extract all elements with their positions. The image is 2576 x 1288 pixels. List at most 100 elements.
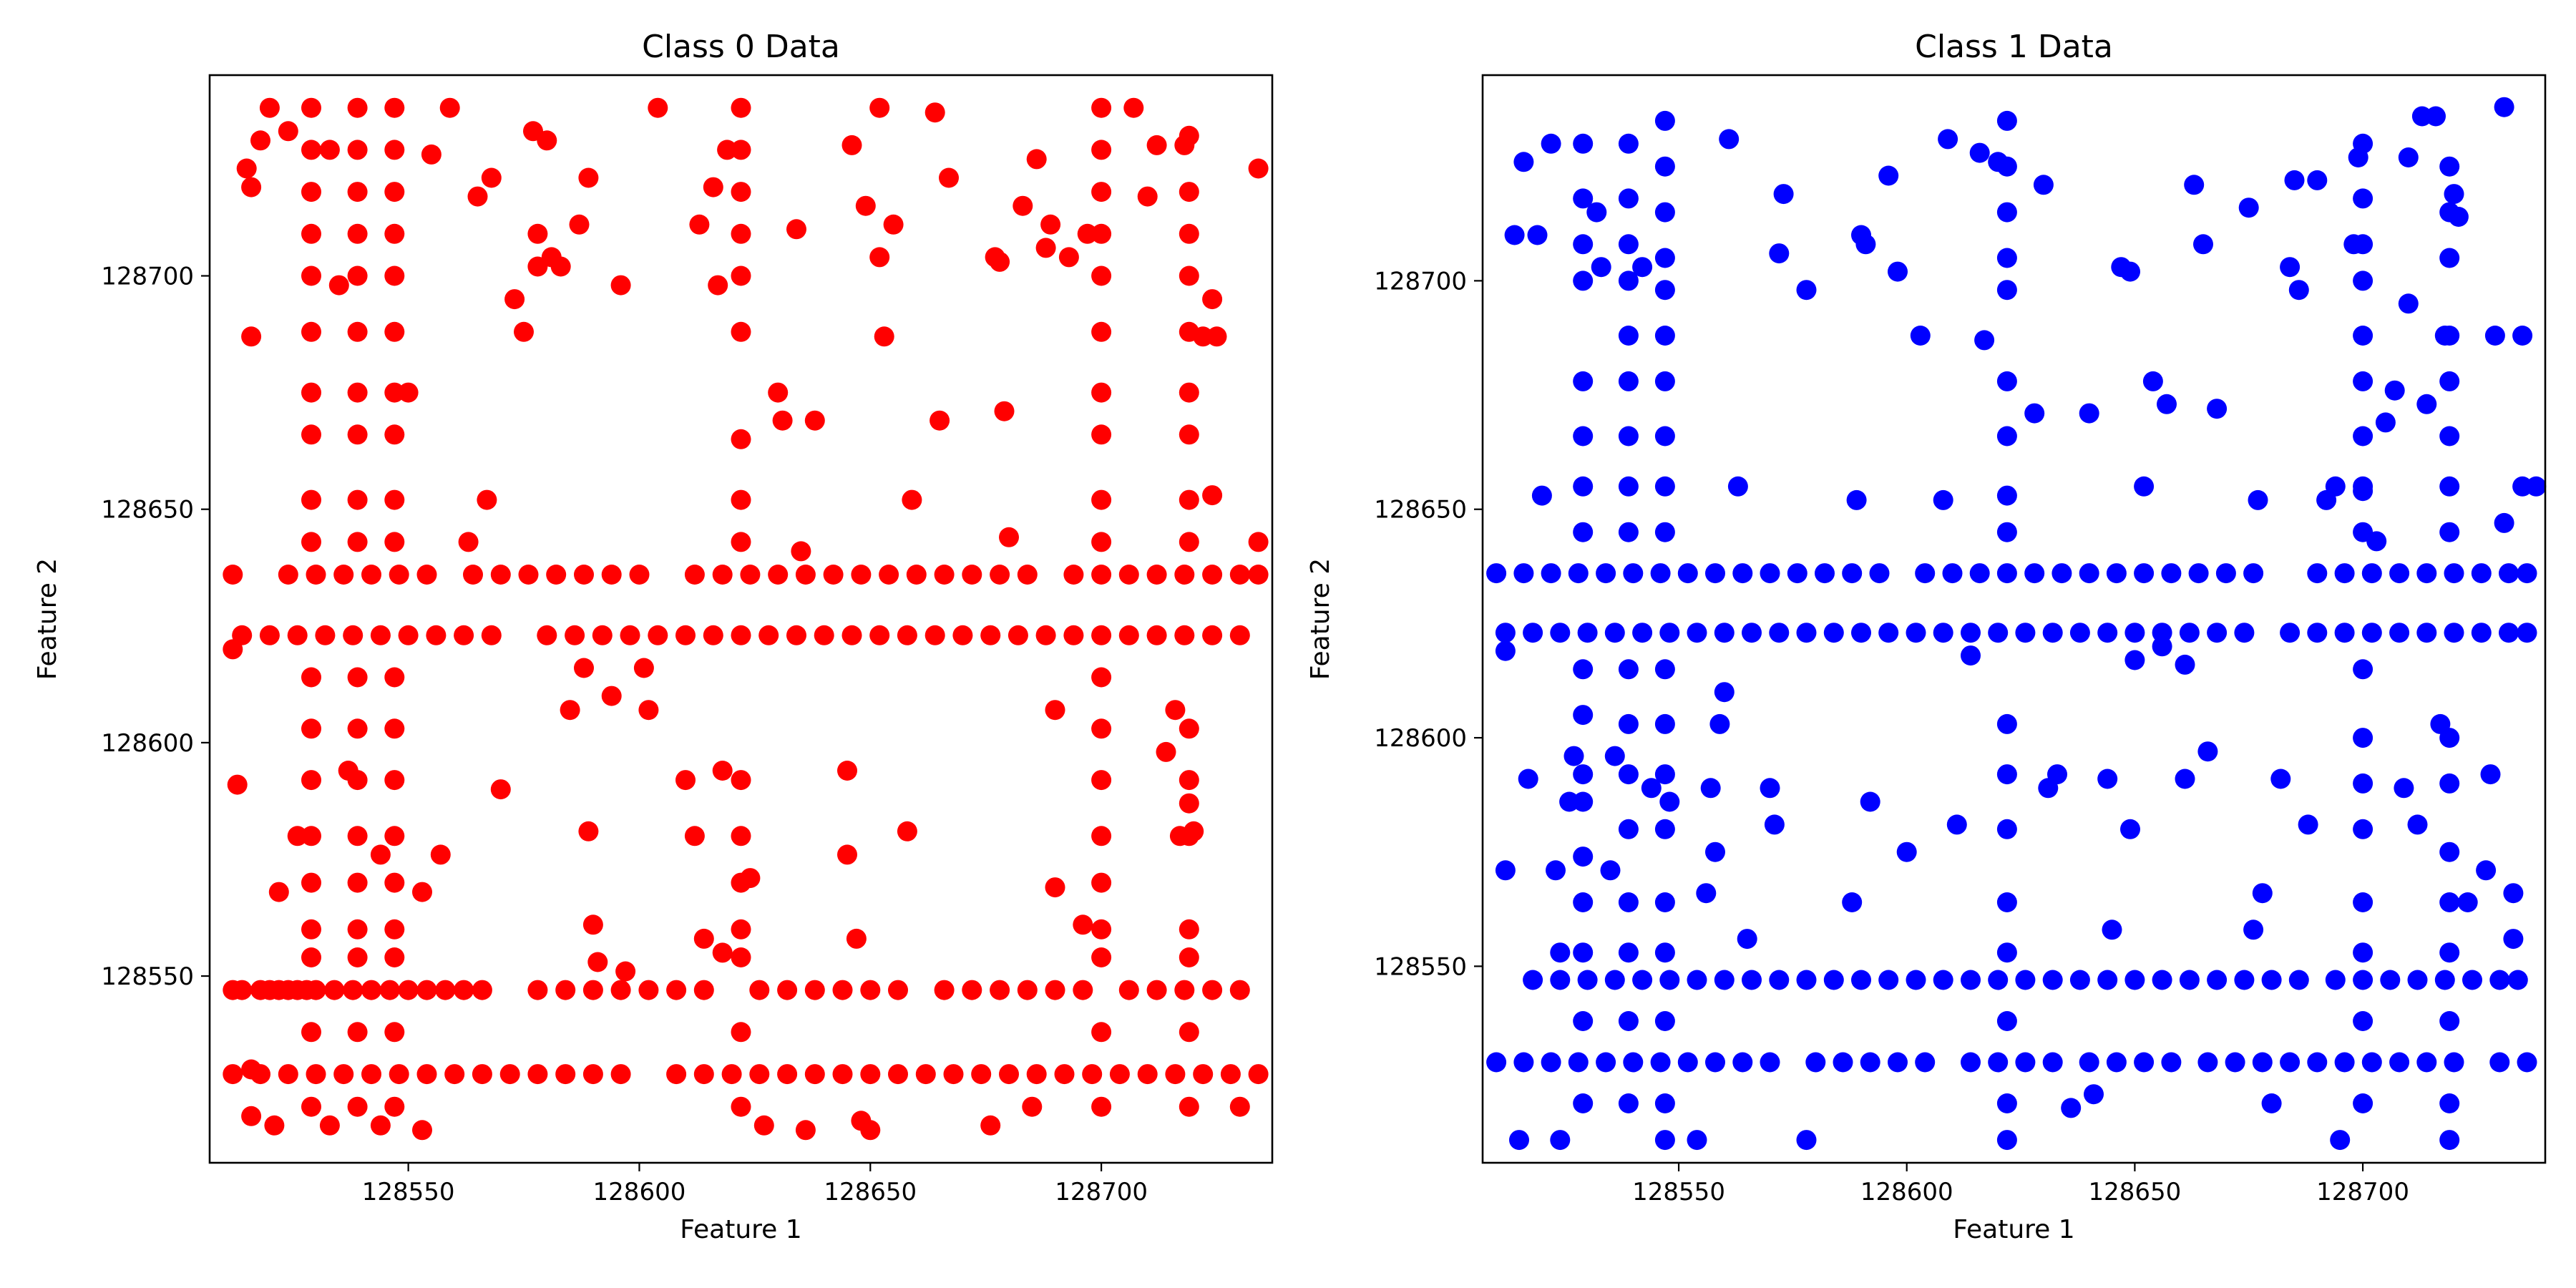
data-point: [416, 980, 437, 1000]
data-point: [1091, 718, 1112, 739]
data-point: [758, 625, 779, 645]
data-point: [2307, 1052, 2328, 1073]
data-point: [1486, 1052, 1507, 1073]
data-point: [1573, 371, 1594, 391]
data-point: [2334, 563, 2355, 584]
data-point: [1146, 625, 1167, 645]
data-point: [1179, 718, 1199, 739]
data-point: [2243, 919, 2264, 940]
data-point: [1714, 682, 1735, 703]
data-point: [1118, 625, 1139, 645]
data-point: [2353, 1093, 2373, 1113]
data-point: [2142, 371, 2163, 391]
data-point: [717, 140, 738, 160]
data-point: [477, 489, 497, 510]
data-point: [2499, 623, 2519, 643]
data-point: [860, 980, 881, 1000]
data-point: [2439, 156, 2460, 177]
data-point: [1742, 970, 1762, 990]
data-point: [2124, 970, 2145, 990]
data-point: [1742, 623, 1762, 643]
data-point: [1654, 892, 1675, 912]
data-point: [2353, 1011, 2373, 1031]
data-point: [1878, 623, 1899, 643]
data-point: [1860, 791, 1880, 812]
data-point: [1654, 156, 1675, 177]
data-point: [860, 1064, 881, 1085]
data-point: [712, 761, 733, 781]
data-point: [1654, 713, 1675, 734]
data-point: [1077, 223, 1098, 244]
data-point: [684, 826, 705, 847]
data-point: [1109, 1064, 1130, 1085]
data-point: [2061, 1098, 2082, 1118]
data-point: [384, 265, 405, 286]
data-point: [250, 1064, 270, 1085]
data-point: [384, 826, 405, 847]
data-point: [1618, 371, 1639, 391]
data-point: [301, 182, 321, 203]
data-point: [846, 928, 867, 949]
data-point: [343, 625, 364, 645]
data-point: [301, 872, 321, 893]
data-point: [924, 102, 945, 123]
data-point: [1659, 970, 1680, 990]
data-point: [490, 565, 511, 585]
data-point: [301, 424, 321, 445]
data-point: [1618, 476, 1639, 497]
data-point: [504, 289, 525, 310]
data-point: [426, 625, 447, 645]
data-point: [1654, 202, 1675, 223]
data-point: [795, 565, 816, 585]
data-point: [1091, 770, 1112, 791]
data-point: [1573, 426, 1594, 447]
data-point: [2380, 970, 2401, 990]
data-point: [582, 914, 603, 935]
data-point: [2480, 764, 2501, 785]
data-point: [1513, 1052, 1534, 1073]
data-point: [2252, 1052, 2273, 1073]
data-point: [2512, 476, 2533, 497]
data-point: [1550, 942, 1571, 963]
data-point: [582, 980, 603, 1000]
data-point: [1796, 623, 1817, 643]
data-point: [2353, 270, 2373, 291]
data-point: [2353, 942, 2373, 963]
data-point: [1855, 234, 1876, 255]
data-point: [1146, 565, 1167, 585]
data-point: [2261, 1093, 2282, 1113]
data-point: [2298, 814, 2318, 835]
data-point: [1632, 970, 1653, 990]
data-point: [601, 565, 622, 585]
data-point: [2426, 106, 2446, 127]
data-point: [301, 321, 321, 342]
data-point: [888, 1064, 908, 1085]
data-point: [278, 1064, 298, 1085]
data-point: [1996, 280, 2017, 301]
data-point: [2097, 970, 2118, 990]
data-point: [1851, 970, 1871, 990]
data-point: [301, 97, 321, 118]
data-point: [1179, 1096, 1199, 1117]
data-point: [223, 565, 243, 585]
data-point: [2079, 1052, 2099, 1073]
data-point: [1123, 97, 1144, 118]
data-point: [347, 1096, 368, 1117]
data-point: [2526, 476, 2547, 497]
data-point: [379, 980, 400, 1000]
data-point: [2161, 563, 2182, 584]
data-point: [1654, 1011, 1675, 1031]
data-point: [2197, 741, 2218, 762]
data-point: [1654, 280, 1675, 301]
data-point: [1573, 1093, 1594, 1113]
data-point: [804, 980, 825, 1000]
data-point: [1654, 659, 1675, 680]
data-point: [2051, 563, 2072, 584]
data-point: [2325, 476, 2346, 497]
data-point: [347, 382, 368, 403]
data-point: [301, 718, 321, 739]
data-point: [1091, 321, 1112, 342]
data-point: [1860, 1052, 1880, 1073]
data-point: [2389, 563, 2410, 584]
data-point: [1541, 1052, 1561, 1073]
